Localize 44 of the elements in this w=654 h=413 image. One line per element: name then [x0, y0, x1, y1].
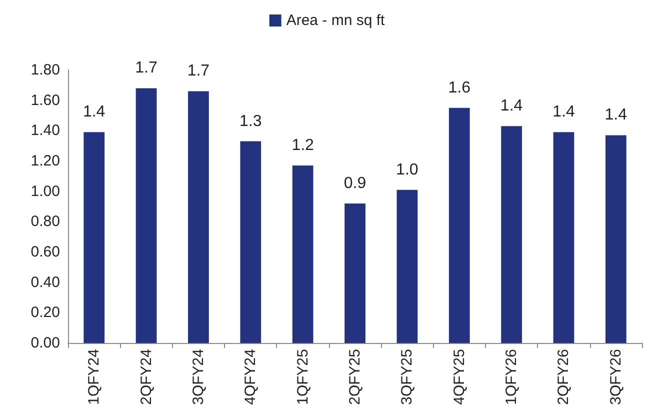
- bar: [344, 203, 366, 343]
- x-tick-label: 1QFY25: [294, 349, 312, 405]
- text: 1.40: [30, 122, 60, 140]
- data-label: 1.4: [500, 98, 523, 115]
- text: 1.60: [30, 92, 60, 109]
- text: 0.00: [30, 334, 60, 352]
- bar: [448, 108, 470, 343]
- legend-label: Area - mn sq ft: [286, 12, 386, 29]
- x-tick-label: 3QFY26: [607, 349, 624, 405]
- x-tick-label: 2QFY26: [555, 349, 572, 405]
- data-label: 1.3: [240, 112, 262, 130]
- x-tick-label: 4QFY24: [242, 349, 260, 405]
- data-label: 1.4: [604, 106, 628, 124]
- data-label: 1.7: [187, 62, 210, 80]
- data-label: 1.4: [82, 104, 106, 121]
- x-tick-label: 3QFY24: [190, 349, 207, 405]
- x-tick-label: 2QFY24: [138, 349, 155, 405]
- x-tick-label: 1QFY24: [86, 349, 103, 405]
- text: 1.00: [30, 182, 60, 200]
- x-tick-label: 4QFY25: [450, 349, 468, 405]
- x-tick-label: 3QFY25: [398, 349, 416, 405]
- bar: [188, 91, 209, 343]
- bar: [84, 132, 105, 343]
- data-label: 1.4: [552, 104, 575, 121]
- text: 1.20: [30, 152, 60, 170]
- bar: [605, 135, 626, 343]
- data-label: 1.2: [292, 137, 314, 154]
- bar: [240, 141, 262, 343]
- bar: [292, 166, 314, 343]
- text: 0.60: [30, 244, 60, 260]
- data-label: 1.6: [448, 79, 471, 96]
- bar: [136, 88, 157, 343]
- data-label: 1.7: [135, 60, 158, 77]
- text: 0.20: [30, 304, 60, 322]
- bar: [553, 132, 574, 343]
- text: 1.80: [30, 62, 60, 78]
- x-tick-label: 1QFY26: [503, 349, 520, 405]
- text: 0.40: [30, 274, 60, 291]
- x-tick-label: 2QFY25: [346, 349, 364, 405]
- bar: [396, 190, 418, 343]
- bar: [501, 126, 522, 343]
- data-label: 1.0: [396, 161, 418, 178]
- text: 0.80: [30, 213, 60, 230]
- data-label: 0.9: [344, 174, 366, 192]
